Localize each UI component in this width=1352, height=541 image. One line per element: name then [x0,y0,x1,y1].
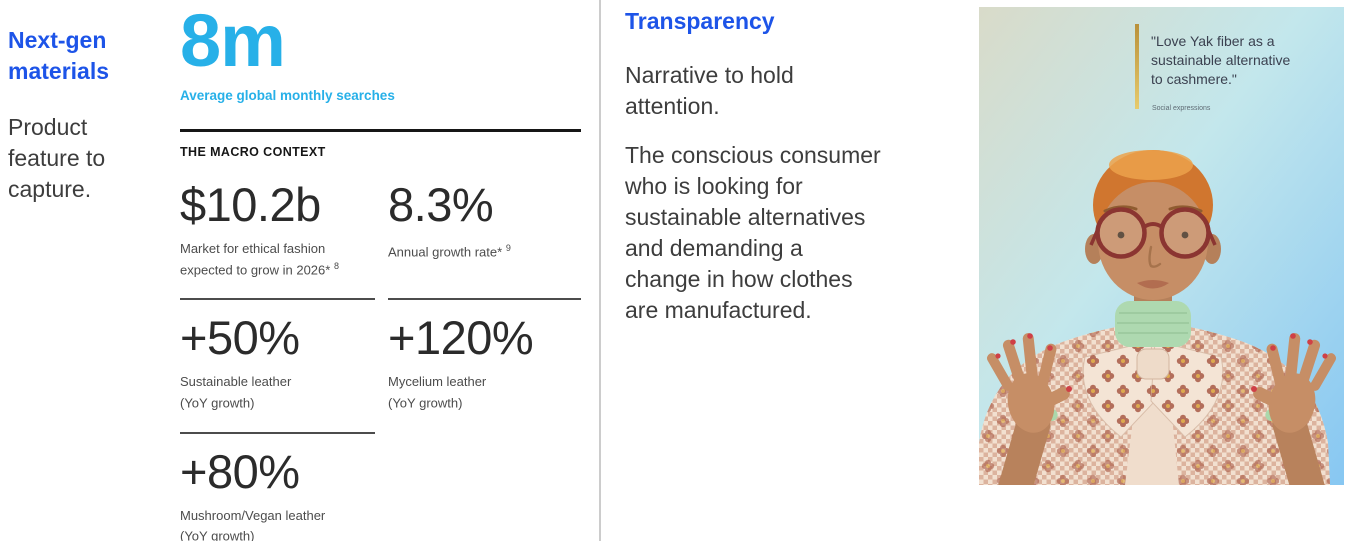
stat-label-text: Sustainable leather (YoY growth) [180,374,292,411]
stat-card-mycelium-leather: +120% Mycelium leather (YoY growth) [388,298,581,431]
stat-value: +120% [388,311,534,365]
portrait-illustration [979,7,1344,485]
transparency-title: Transparency [625,8,775,34]
quote-text: "Love Yak fiber as a sustainable alterna… [1151,33,1291,87]
headline-stat-value: 8m [180,0,286,82]
page-title: Next-gen materials [8,27,110,85]
transparency-paragraph-2: The conscious consumer who is looking fo… [625,142,881,323]
vertical-divider [599,0,601,541]
stat-card-market: $10.2b Market for ethical fashion expect… [180,178,375,298]
stat-label-text: Mushroom/Vegan leather (YoY growth) [180,507,326,541]
stat-card-growth-rate: 8.3% Annual growth rate* 9 [388,178,581,298]
stat-label: Mushroom/Vegan leather (YoY growth) [180,507,375,541]
stat-label-text: Annual growth rate* [388,244,503,260]
stat-footnote: 9 [505,243,511,253]
gold-accent-bar [1135,24,1139,109]
stat-label-text: Mycelium leather (YoY growth) [388,374,487,411]
stat-label-text: Market for ethical fashion expected to g… [180,241,331,277]
portrait-photo: "Love Yak fiber as a sustainable alterna… [979,7,1344,485]
stat-card-vegan-leather: +80% Mushroom/Vegan leather (YoY growth) [180,431,375,541]
glasses [1089,207,1217,259]
section-rule [180,129,581,132]
stat-value: $10.2b [180,178,321,231]
section-title: THE MACRO CONTEXT [180,145,326,159]
stat-value: +80% [180,444,300,498]
headline-stat-label: Average global monthly searches [180,88,395,103]
stats-grid: $10.2b Market for ethical fashion expect… [180,178,581,541]
stat-value: +50% [180,311,300,365]
stat-value: 8.3% [388,178,494,231]
transparency-paragraph-1: Narrative to hold attention. [625,62,794,119]
quote-attribution: Social expressions [1152,105,1211,112]
stat-label: Market for ethical fashion expected to g… [180,240,375,278]
page-subtitle: Product feature to capture. [8,114,106,203]
stat-label: Sustainable leather (YoY growth) [180,373,375,411]
stat-label: Mycelium leather (YoY growth) [388,373,581,411]
stat-card-sustainable-leather: +50% Sustainable leather (YoY growth) [180,298,375,431]
stat-label: Annual growth rate* 9 [388,240,581,261]
intro-panel: Next-gen materials Product feature to ca… [8,6,176,205]
macro-context-panel: 8m Average global monthly searches THE M… [180,0,581,541]
stat-footnote: 8 [333,260,339,271]
transparency-panel: Transparency Narrative to hold attention… [625,6,943,326]
